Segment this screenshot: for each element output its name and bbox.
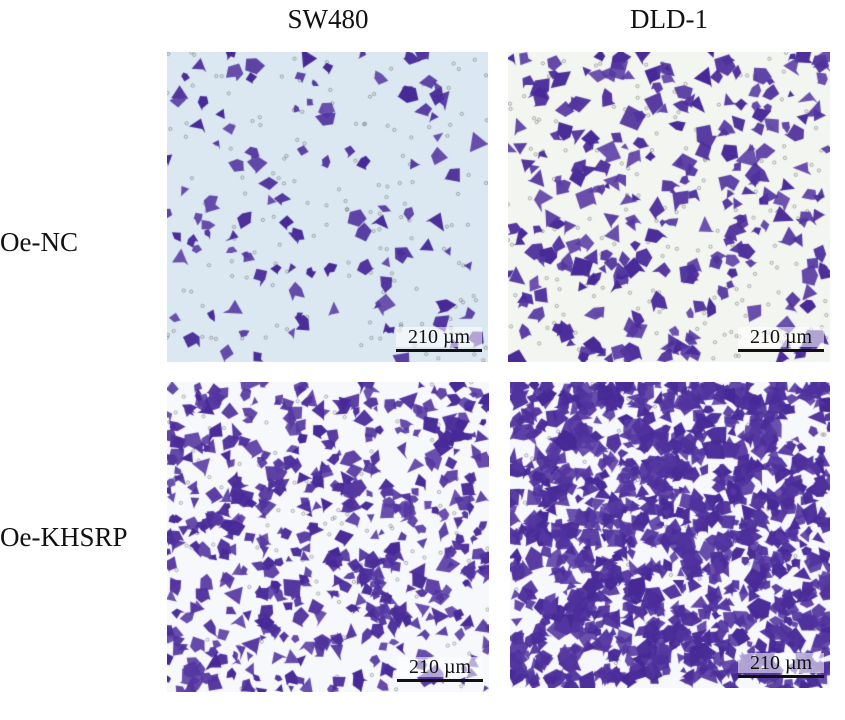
scale-bar: 210 µm bbox=[397, 657, 483, 682]
micrograph-image bbox=[167, 52, 488, 362]
scale-bar-label: 210 µm bbox=[396, 327, 482, 347]
scale-bar: 210 µm bbox=[396, 327, 482, 352]
micrograph-dld1-oe-khsrp: 210 µm bbox=[510, 382, 830, 688]
scale-bar-line bbox=[738, 349, 824, 352]
micrograph-dld1-oe-nc: 210 µm bbox=[508, 52, 830, 362]
scale-bar-label: 210 µm bbox=[738, 327, 824, 347]
micrograph-sw480-oe-khsrp: 210 µm bbox=[167, 382, 489, 692]
scale-bar-label: 210 µm bbox=[738, 653, 824, 673]
scale-bar: 210 µm bbox=[738, 653, 824, 678]
row-label-oe-nc: Oe-NC bbox=[0, 227, 78, 257]
micrograph-image bbox=[508, 52, 830, 362]
scale-bar-label: 210 µm bbox=[397, 657, 483, 677]
scale-bar-line bbox=[738, 675, 824, 678]
micrograph-sw480-oe-nc: 210 µm bbox=[167, 52, 488, 362]
scale-bar-line bbox=[397, 679, 483, 682]
micrograph-image bbox=[167, 382, 489, 692]
column-label-sw480: SW480 bbox=[287, 4, 369, 34]
micrograph-image bbox=[510, 382, 830, 688]
scale-bar: 210 µm bbox=[738, 327, 824, 352]
column-label-dld1: DLD-1 bbox=[630, 4, 708, 34]
scale-bar-line bbox=[396, 349, 482, 352]
row-label-oe-khsrp: Oe-KHSRP bbox=[0, 522, 128, 552]
